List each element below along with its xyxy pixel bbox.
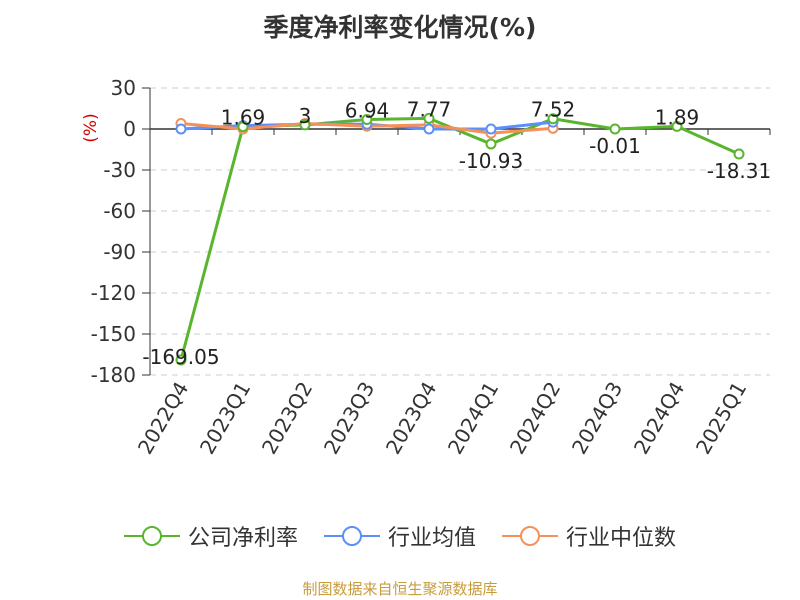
source-note: 制图数据来自恒生聚源数据库 (302, 580, 498, 598)
x-tick-label: 2024Q3 (567, 378, 627, 459)
legend-item-industry-median[interactable]: 行业中位数 (502, 520, 676, 552)
data-point (733, 148, 745, 160)
y-tick-label: 30 (111, 76, 136, 100)
data-label: -10.93 (459, 149, 523, 173)
y-tick-label: -180 (91, 363, 136, 387)
y-tick-label: -30 (103, 158, 136, 182)
data-label: 7.52 (531, 98, 576, 122)
data-point (361, 114, 373, 126)
y-tick-label: -150 (91, 322, 136, 346)
data-label: -0.01 (589, 134, 641, 158)
chart-title: 季度净利率变化情况(%) (263, 13, 537, 42)
legend-item-company[interactable]: 公司净利率 (123, 520, 298, 552)
y-axis-label: (%) (81, 113, 101, 142)
legend: 公司净利率 行业均值 行业中位数 (0, 520, 800, 552)
data-point (175, 123, 187, 135)
x-tick-label: 2022Q4 (133, 378, 193, 459)
data-point (485, 123, 497, 135)
data-point (423, 112, 435, 124)
data-label: -18.31 (707, 159, 771, 183)
legend-marker-icon (323, 526, 380, 546)
x-tick-label: 2023Q2 (257, 378, 317, 459)
x-tick-label: 2024Q1 (443, 378, 503, 459)
x-tick-label: 2025Q1 (691, 378, 751, 459)
data-label: 3 (299, 104, 312, 128)
data-label: 1.89 (655, 105, 700, 129)
y-tick-label: -90 (103, 240, 136, 264)
legend-label: 公司净利率 (187, 526, 298, 551)
data-point (175, 354, 187, 366)
data-label: -169.05 (142, 345, 219, 369)
y-tick-label: -60 (103, 199, 136, 223)
x-tick-label: 2024Q4 (629, 378, 689, 459)
data-label: 7.77 (407, 97, 452, 121)
data-point (423, 123, 435, 135)
data-label: 6.94 (345, 99, 390, 123)
data-point (485, 138, 497, 150)
x-tick-label: 2023Q3 (319, 378, 379, 459)
legend-item-industry-mean[interactable]: 行业均值 (323, 520, 476, 552)
legend-label: 行业中位数 (566, 526, 677, 551)
data-point (609, 123, 621, 135)
y-tick-label: 0 (123, 117, 136, 141)
x-tick-label: 2023Q4 (381, 378, 441, 459)
data-point (671, 120, 683, 132)
data-label: 1.69 (221, 106, 266, 130)
x-tick-label: 2024Q2 (505, 378, 565, 459)
y-tick-label: -120 (91, 281, 136, 305)
legend-label: 行业均值 (387, 526, 476, 551)
legend-marker-icon (502, 526, 558, 546)
x-tick-label: 2023Q1 (195, 378, 255, 459)
data-point (237, 121, 249, 133)
data-point (299, 119, 311, 131)
data-point (547, 113, 559, 125)
legend-marker-icon (123, 526, 180, 546)
